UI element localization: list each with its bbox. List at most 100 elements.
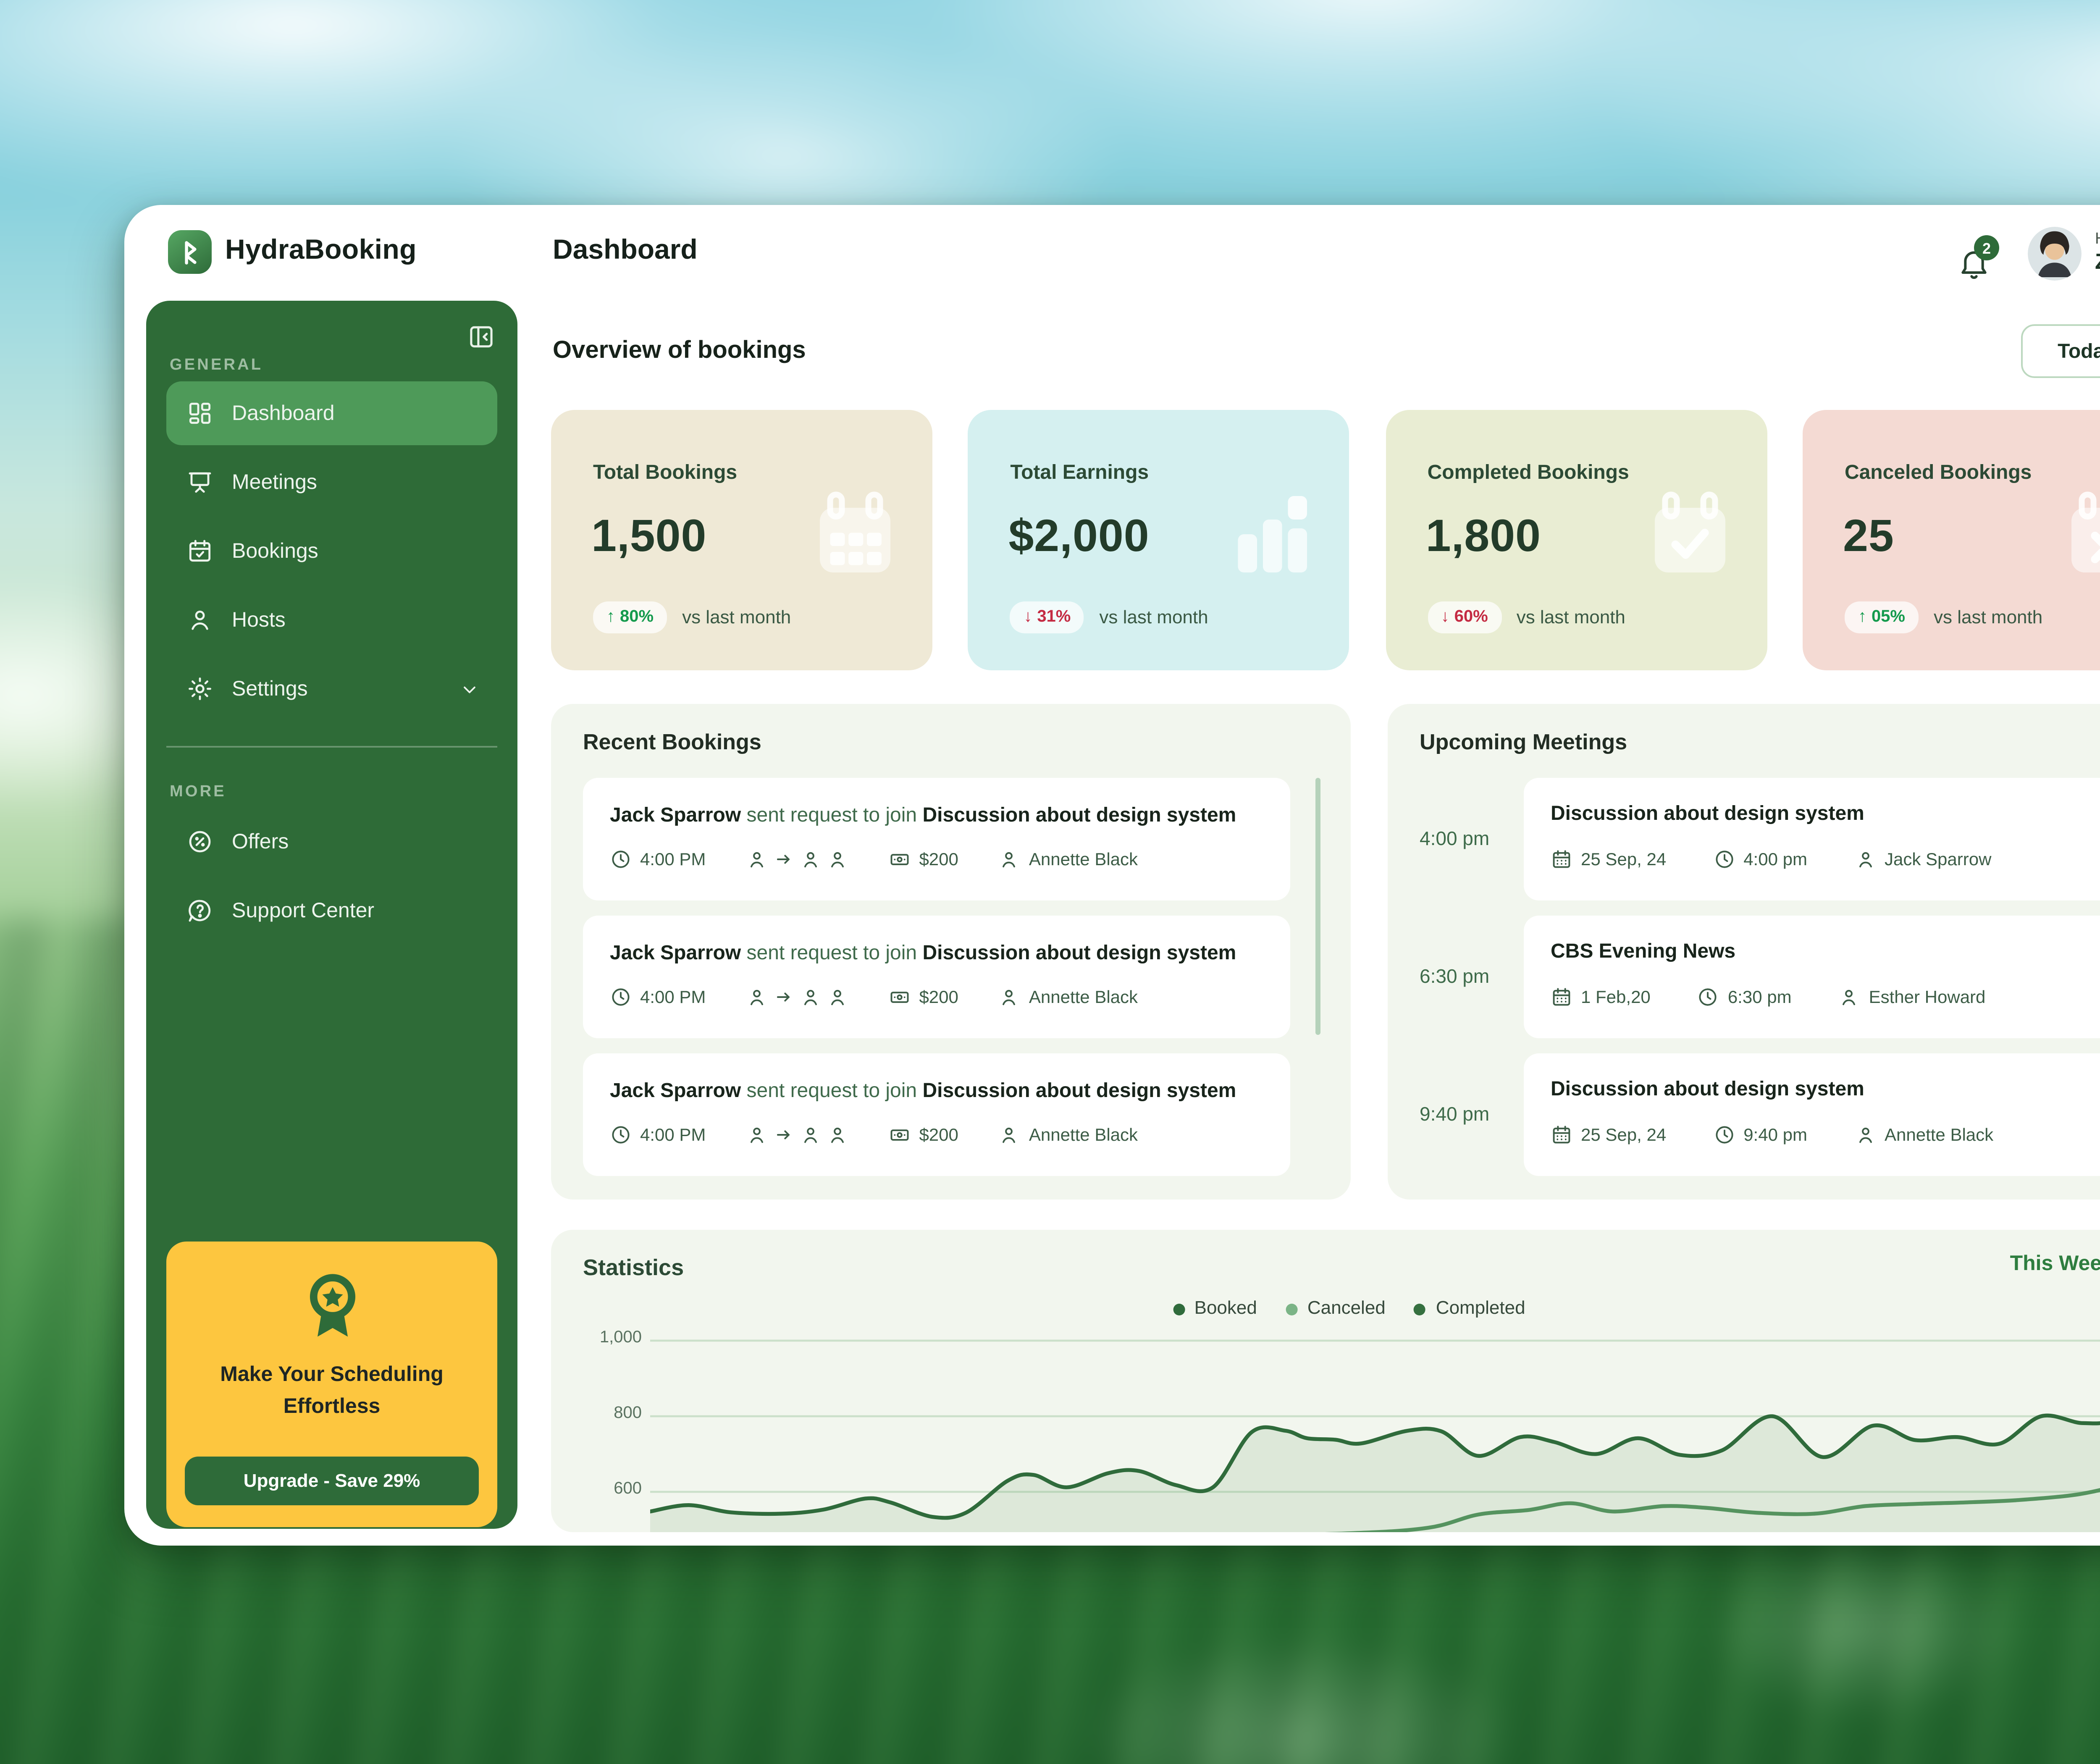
arrow-up-icon: ↑ (1858, 608, 1866, 627)
delta-badge: ↑ 05% (1844, 601, 1919, 633)
legend-dot (1172, 1303, 1184, 1315)
promo-card: Make Your Scheduling Effortless Upgrade … (166, 1242, 497, 1527)
medal-icon (293, 1268, 370, 1346)
meeting-time-slot: 9:40 pm (1420, 1105, 1490, 1125)
user-menu[interactable]: Hi Zack (2028, 223, 2100, 282)
stat-card-total-earnings: Total Earnings $2,000 ↓ 31% vs last month (968, 410, 1350, 670)
meeting-person: Esther Howard (1839, 986, 1985, 1008)
sidebar-item-support-center[interactable]: Support Center (166, 879, 497, 942)
calendar-check-icon (186, 538, 213, 564)
sidebar-item-label: Offers (232, 830, 289, 853)
meeting-row: 9:40 pm Discussion about design system 25 … (1420, 1053, 2100, 1176)
stat-card-completed-bookings: Completed Bookings 1,800 ↓ 60% vs last month (1385, 410, 1767, 670)
stat-card-note: vs last month (682, 607, 791, 627)
user-icon (186, 606, 213, 633)
person-icon (800, 1124, 822, 1146)
legend-item-canceled: Canceled (1285, 1299, 1386, 1319)
meeting-title: Discussion about design system (1551, 1077, 1864, 1100)
stat-cards-row: Total Bookings 1,500 ↑ 80% vs last month Tota… (551, 410, 2100, 670)
sidebar-collapse-button[interactable] (467, 323, 496, 351)
sidebar-section-more: MORE (170, 783, 226, 801)
y-tick-label: 800 (614, 1404, 642, 1423)
help-icon (186, 897, 213, 924)
meeting-item[interactable]: Discussion about design system 25 Sep, 24… (1524, 1053, 2100, 1176)
sidebar-nav-more: Offers Support Center (166, 810, 497, 948)
upcoming-meetings-panel: Upcoming Meetings 4:00 pm Discussion abou… (1388, 704, 2100, 1200)
arrow-right-icon (773, 848, 795, 870)
meeting-title: Discussion about design system (1551, 801, 1864, 825)
username: Zack (2095, 248, 2100, 273)
stat-card-title: Total Earnings (1010, 460, 1149, 484)
recent-bookings-title: Recent Bookings (583, 729, 761, 754)
sidebar-item-offers[interactable]: Offers (166, 810, 497, 874)
upgrade-button[interactable]: Upgrade - Save 29% (185, 1457, 479, 1505)
booking-time: 4:00 PM (610, 1124, 706, 1146)
calendar-icon (1551, 1124, 1572, 1146)
sidebar-item-bookings[interactable]: Bookings (166, 519, 497, 583)
stat-card-title: Canceled Bookings (1844, 460, 2032, 484)
stat-card-value: $2,000 (1008, 511, 1150, 561)
booking-host: Annette Black (999, 986, 1138, 1008)
arrow-right-icon (773, 1124, 795, 1146)
legend-item-completed: Completed (1414, 1299, 1525, 1319)
percent-icon (186, 828, 213, 855)
sidebar-item-label: Dashboard (232, 402, 335, 425)
scrollbar[interactable] (1315, 778, 1320, 1035)
person-icon (746, 986, 768, 1008)
meeting-date: 25 Sep, 24 (1551, 1124, 1666, 1146)
person-icon (1854, 848, 1876, 870)
overview-title: Overview of bookings (553, 338, 806, 365)
statistics-chart (650, 1339, 2100, 1532)
period-filter-today[interactable]: Today (2021, 324, 2100, 378)
sidebar-item-dashboard[interactable]: Dashboard (166, 381, 497, 445)
meeting-time: 6:30 pm (1698, 986, 1792, 1008)
meeting-time: 9:40 pm (1713, 1124, 1807, 1146)
booking-amount: $200 (889, 848, 958, 870)
chart-legend: Booked Canceled Completed (1172, 1299, 1525, 1319)
chart-line-booked (650, 1413, 2100, 1520)
sidebar-item-label: Support Center (232, 899, 375, 922)
meeting-date: 25 Sep, 24 (1551, 848, 1666, 870)
booking-item[interactable]: Jack Sparrow sent request to join Discus… (583, 916, 1290, 1038)
person-icon (827, 848, 848, 870)
period-filter-label: Today (2058, 339, 2100, 363)
delta-badge: ↑ 80% (593, 601, 667, 633)
sidebar-item-meetings[interactable]: Meetings (166, 450, 497, 514)
clock-icon (610, 986, 632, 1008)
stat-card-title: Total Bookings (593, 460, 738, 484)
person-icon (746, 1124, 768, 1146)
booking-item[interactable]: Jack Sparrow sent request to join Discus… (583, 1053, 1290, 1176)
stat-card-title: Completed Bookings (1427, 460, 1629, 484)
sidebar-item-hosts[interactable]: Hosts (166, 588, 497, 652)
sidebar-item-label: Settings (232, 677, 308, 701)
clock-icon (1713, 1124, 1735, 1146)
transfer-icon (746, 848, 848, 870)
legend-item-booked: Booked (1172, 1299, 1257, 1319)
clock-icon (1713, 848, 1735, 870)
meeting-time-slot: 4:00 pm (1420, 829, 1490, 849)
banknote-icon (889, 986, 911, 1008)
booking-amount: $200 (889, 986, 958, 1008)
arrow-right-icon (773, 986, 795, 1008)
statistics-title: Statistics (583, 1255, 684, 1280)
meeting-date: 1 Feb,20 (1551, 986, 1651, 1008)
sidebar-item-settings[interactable]: Settings (166, 657, 497, 721)
person-icon (827, 986, 848, 1008)
sidebar: GENERAL Dashboard Meetings Bookings Hosts Se… (146, 301, 517, 1529)
stat-card-value: 25 (1843, 511, 1894, 561)
meeting-time-slot: 6:30 pm (1420, 967, 1490, 987)
stat-card-canceled-bookings: Canceled Bookings 25 ↑ 05% vs last month (1802, 410, 2100, 670)
notifications-button[interactable]: 2 (1957, 235, 1999, 287)
booking-title: Jack Sparrow sent request to join Discus… (610, 803, 1236, 827)
person-icon (999, 848, 1021, 870)
booking-item[interactable]: Jack Sparrow sent request to join Discus… (583, 778, 1290, 900)
meeting-item[interactable]: CBS Evening News 1 Feb,20 6:30 pm Esther Ho… (1524, 916, 2100, 1038)
period-filter-week[interactable]: This Week (2000, 1250, 2100, 1277)
meeting-item[interactable]: Discussion about design system 25 Sep, 24… (1524, 778, 2100, 900)
recent-bookings-panel: Recent Bookings Jack Sparrow sent reques… (551, 704, 1351, 1200)
meeting-time: 4:00 pm (1713, 848, 1807, 870)
delta-badge: ↓ 31% (1010, 601, 1084, 633)
booking-host: Annette Black (999, 1124, 1138, 1146)
chevron-down-icon (459, 678, 480, 700)
